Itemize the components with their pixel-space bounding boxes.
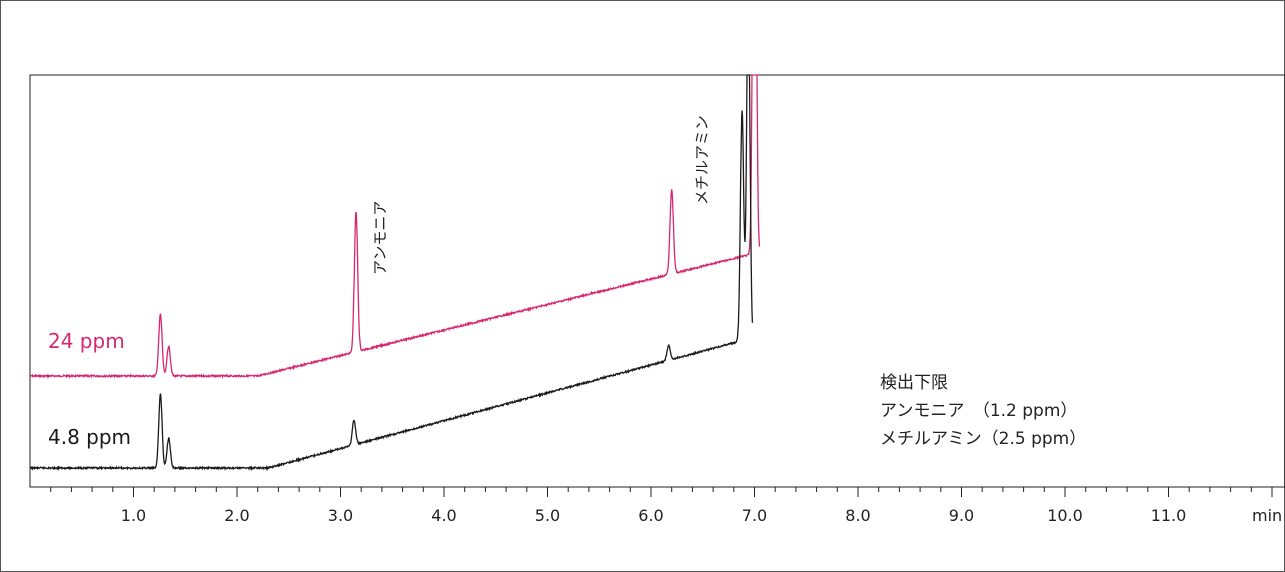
series-label-4-8ppm: 4.8 ppm [48, 425, 131, 449]
x-tick-label: 3.0 [328, 506, 353, 525]
series-label-24ppm: 24 ppm [48, 329, 125, 353]
chromatogram-traces [29, 74, 761, 472]
peak-label-ammonia: アンモニア [371, 201, 389, 275]
x-tick-label: 2.0 [224, 506, 249, 525]
detection-limit-methylamine: メチルアミン（2.5 ppm） [880, 429, 1086, 449]
trace-24-ppm [29, 74, 761, 380]
x-tick-label: 7.0 [742, 506, 767, 525]
x-axis-tick-labels: 1.0 2.0 3.0 4.0 5.0 6.0 7.0 8.0 9.0 10.0 11.0 [121, 506, 1187, 525]
x-tick-label: 6.0 [638, 506, 663, 525]
detection-limit-title: 検出下限 [880, 373, 948, 393]
x-tick-label: 8.0 [845, 506, 870, 525]
x-axis-label: min [1252, 506, 1282, 525]
trace-4-8-ppm [29, 74, 754, 472]
detection-limit-ammonia: アンモニア （1.2 ppm） [880, 401, 1077, 421]
x-tick-label: 11.0 [1151, 506, 1187, 525]
x-tick-label: 1.0 [121, 506, 146, 525]
x-tick-label: 10.0 [1047, 506, 1083, 525]
x-tick-label: 9.0 [949, 506, 974, 525]
detection-limit-box: 検出下限 アンモニア （1.2 ppm） メチルアミン（2.5 ppm） [880, 373, 1086, 449]
plot-area [29, 74, 1285, 488]
x-tick-label: 4.0 [431, 506, 456, 525]
x-tick-label: 5.0 [535, 506, 560, 525]
x-axis-ticks [50, 487, 1273, 497]
peak-label-methylamine: メチルアミン [693, 115, 711, 205]
